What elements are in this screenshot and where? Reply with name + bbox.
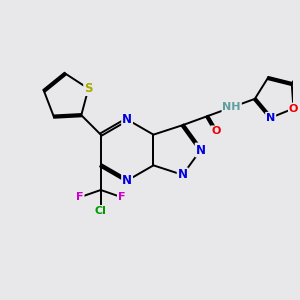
Text: O: O [289, 103, 298, 113]
Text: N: N [122, 174, 132, 187]
Text: F: F [118, 192, 125, 202]
Text: Cl: Cl [95, 206, 107, 216]
Text: N: N [122, 113, 132, 126]
Text: O: O [211, 126, 220, 136]
Text: S: S [84, 82, 93, 95]
Text: N: N [266, 113, 275, 123]
Text: N: N [178, 168, 188, 181]
Text: N: N [196, 143, 206, 157]
Text: F: F [76, 192, 84, 202]
Text: NH: NH [222, 102, 241, 112]
